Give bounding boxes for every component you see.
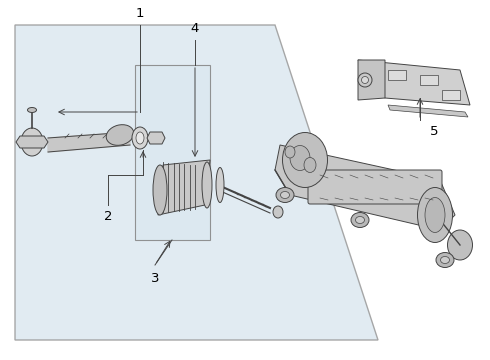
Text: 3: 3 [151,272,159,285]
Polygon shape [358,60,470,105]
Ellipse shape [356,216,365,224]
Polygon shape [15,25,378,340]
Polygon shape [147,132,165,144]
Ellipse shape [441,256,449,264]
Bar [420,75,438,85]
Ellipse shape [106,125,134,145]
Bar [388,70,406,80]
Ellipse shape [417,188,452,243]
Ellipse shape [351,212,369,228]
Ellipse shape [447,230,472,260]
Ellipse shape [21,128,43,156]
Ellipse shape [153,165,167,215]
Text: 4: 4 [191,22,199,35]
Polygon shape [358,60,385,100]
Ellipse shape [132,127,148,149]
Ellipse shape [285,146,295,158]
Ellipse shape [202,162,212,208]
Ellipse shape [425,198,445,233]
Text: 1: 1 [136,7,144,20]
FancyBboxPatch shape [308,170,442,204]
Ellipse shape [273,206,283,218]
Ellipse shape [358,73,372,87]
Ellipse shape [216,167,224,202]
Ellipse shape [280,192,290,198]
Ellipse shape [136,132,144,144]
Text: 2: 2 [104,210,112,223]
Ellipse shape [283,132,327,188]
Ellipse shape [276,188,294,202]
Polygon shape [48,132,130,152]
Ellipse shape [436,252,454,267]
Bar [135,65,210,240]
Text: 5: 5 [430,125,439,138]
Ellipse shape [27,108,36,112]
Bar [442,90,460,100]
Ellipse shape [304,158,316,172]
Polygon shape [388,105,468,117]
Ellipse shape [290,145,310,171]
Ellipse shape [362,77,368,84]
Polygon shape [275,145,455,230]
Polygon shape [158,160,210,215]
Polygon shape [16,136,48,148]
